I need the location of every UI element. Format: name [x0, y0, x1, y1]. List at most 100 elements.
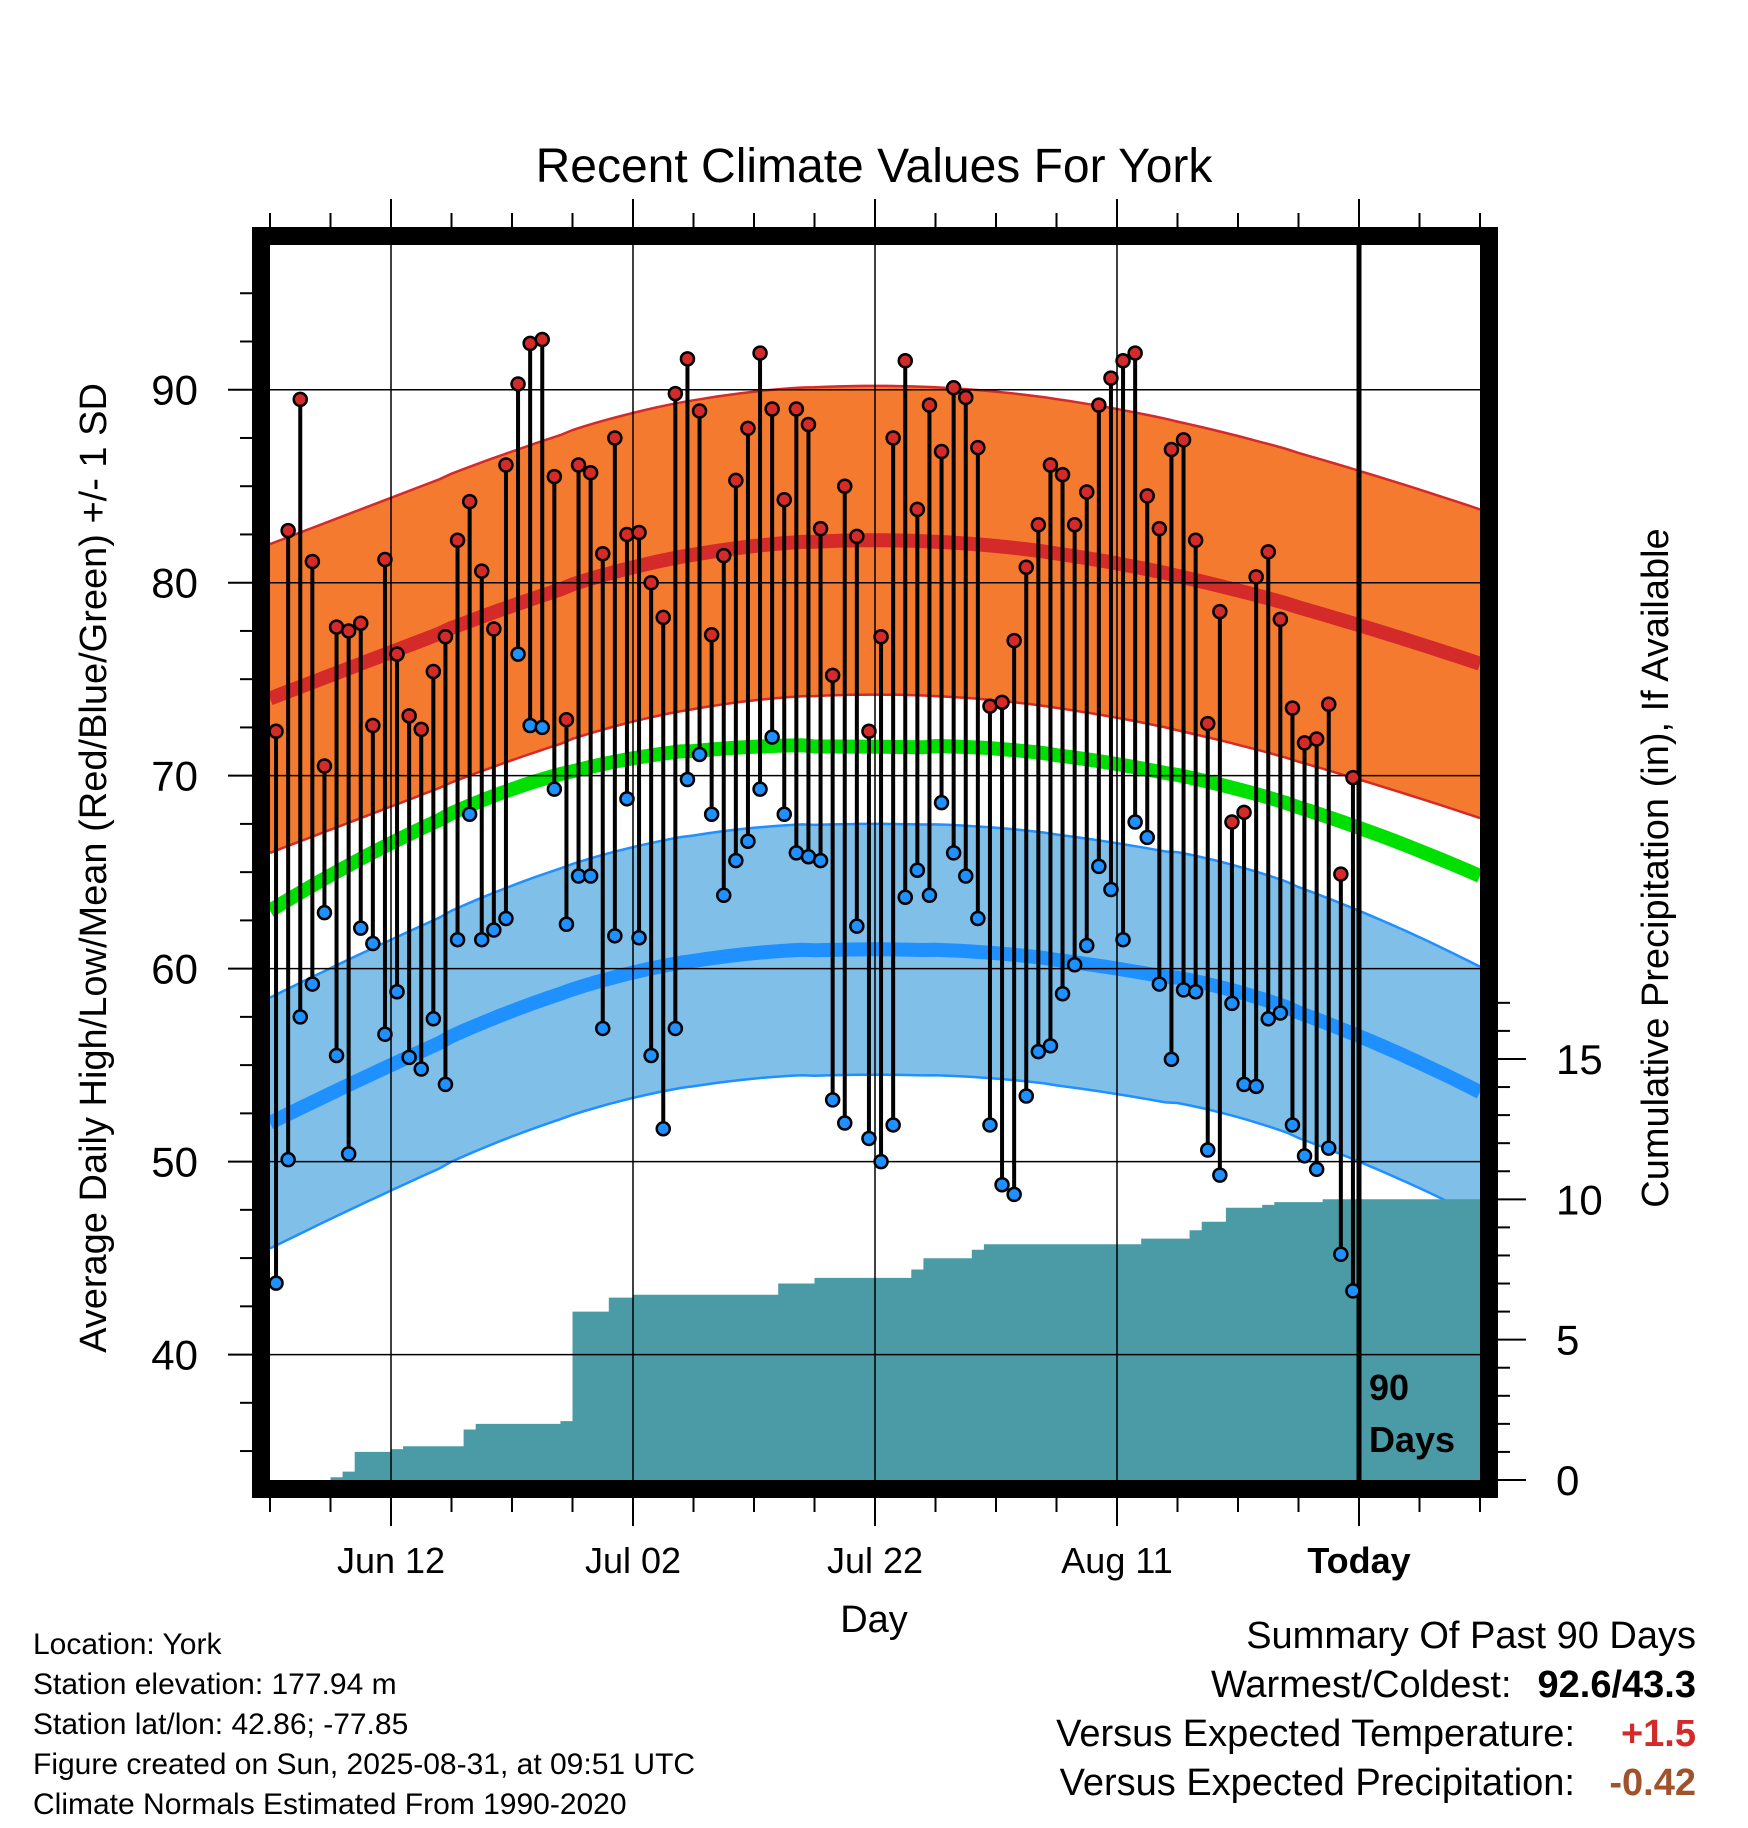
temp-anomaly-value: +1.5: [1620, 1713, 1696, 1755]
high-point: [691, 403, 708, 419]
low-point: [885, 1117, 901, 1133]
low-point: [982, 1117, 998, 1133]
high-point: [1212, 603, 1228, 620]
low-point: [510, 646, 526, 662]
high-point: [270, 723, 284, 740]
high-point: [921, 397, 938, 413]
low-point: [1127, 814, 1143, 830]
high-point: [752, 345, 768, 361]
low-point: [1272, 1005, 1289, 1021]
y-tick-label: 50: [151, 1139, 198, 1186]
low-point: [837, 1115, 853, 1131]
low-point: [1248, 1078, 1264, 1095]
high-point: [1308, 731, 1325, 747]
high-point: [1006, 632, 1022, 649]
low-point: [958, 868, 974, 884]
low-point: [304, 976, 321, 992]
high-point: [970, 439, 986, 456]
low-point: [1042, 1038, 1059, 1054]
low-point: [1224, 995, 1240, 1012]
high-point: [1066, 517, 1083, 533]
y-tick-label: 60: [151, 946, 198, 993]
high-point: [643, 574, 659, 591]
low-point: [546, 781, 563, 797]
plot-content: 90 Days: [270, 245, 1480, 1480]
low-point: [970, 910, 986, 927]
high-point: [353, 615, 369, 631]
plot-area: 90 Days 40 50 60 70 80 90 0 5 10 15 Jun 12 Jul 02 Jul …: [151, 199, 1603, 1581]
high-point: [401, 708, 417, 724]
high-point: [510, 376, 526, 392]
low-point: [270, 1275, 284, 1291]
low-point: [1103, 881, 1119, 898]
low-point: [1139, 829, 1155, 846]
low-point: [679, 771, 696, 788]
low-point: [994, 1177, 1010, 1193]
low-point: [353, 920, 369, 936]
high-point: [1139, 488, 1155, 504]
high-point: [619, 526, 635, 543]
high-point: [546, 468, 563, 485]
low-point: [945, 845, 962, 861]
low-point: [292, 1009, 308, 1025]
high-point: [292, 391, 308, 408]
high-point: [377, 551, 393, 568]
low-point: [461, 806, 478, 823]
y-tick-label: 40: [151, 1332, 198, 1379]
low-point: [522, 717, 538, 734]
low-point: [619, 791, 635, 807]
low-point: [728, 852, 744, 869]
y2-tick-label: 10: [1556, 1176, 1603, 1223]
high-point: [413, 721, 429, 738]
low-point: [1163, 1051, 1180, 1068]
summary-title: Summary Of Past 90 Days: [1246, 1615, 1696, 1657]
low-point: [643, 1047, 659, 1064]
high-point: [776, 491, 792, 508]
high-point: [728, 472, 744, 489]
high-point: [570, 457, 587, 473]
low-point: [1308, 1161, 1325, 1178]
high-point: [389, 646, 405, 662]
high-point: [474, 563, 490, 579]
high-point: [1163, 441, 1180, 458]
high-point: [1187, 532, 1204, 548]
x-tick-label: Today: [1307, 1540, 1410, 1581]
y2-tick-label: 5: [1556, 1317, 1579, 1364]
high-point: [740, 420, 756, 437]
low-point: [498, 910, 514, 927]
station-info: Location: York Station elevation: 177.94…: [33, 1625, 695, 1825]
y-tick-label: 70: [151, 753, 198, 800]
low-point: [909, 862, 926, 878]
y2-axis-label: Cumulative Precipitation (in), If Availa…: [1635, 528, 1677, 1207]
info-created: Figure created on Sun, 2025-08-31, at 09…: [33, 1748, 696, 1781]
low-point: [1006, 1186, 1022, 1203]
high-point: [365, 717, 381, 734]
high-point: [1103, 370, 1119, 386]
info-location: Location: York: [33, 1628, 222, 1661]
high-point: [958, 389, 974, 406]
high-point: [1260, 544, 1276, 560]
high-point: [1042, 457, 1059, 473]
high-point: [425, 663, 442, 680]
high-point: [607, 430, 623, 446]
high-point: [304, 553, 321, 570]
high-point: [812, 520, 829, 537]
low-point: [655, 1121, 671, 1137]
high-point: [873, 628, 889, 645]
low-point: [933, 794, 950, 811]
high-point: [849, 528, 865, 545]
high-point: [897, 353, 913, 369]
x-tick-label: Jul 22: [827, 1540, 923, 1581]
warm-cold-value: 92.6/43.3: [1537, 1664, 1696, 1706]
low-point: [1151, 976, 1168, 992]
high-point: [1224, 814, 1240, 830]
high-point: [582, 464, 599, 481]
high-point: [1272, 611, 1289, 628]
temp-anomaly-label: Versus Expected Temperature:: [1056, 1713, 1575, 1755]
high-point: [1333, 866, 1349, 882]
low-point: [558, 916, 575, 932]
low-point: [425, 1011, 442, 1027]
low-point: [365, 935, 381, 952]
info-elevation: Station elevation: 177.94 m: [33, 1668, 397, 1701]
high-point: [1054, 466, 1071, 483]
